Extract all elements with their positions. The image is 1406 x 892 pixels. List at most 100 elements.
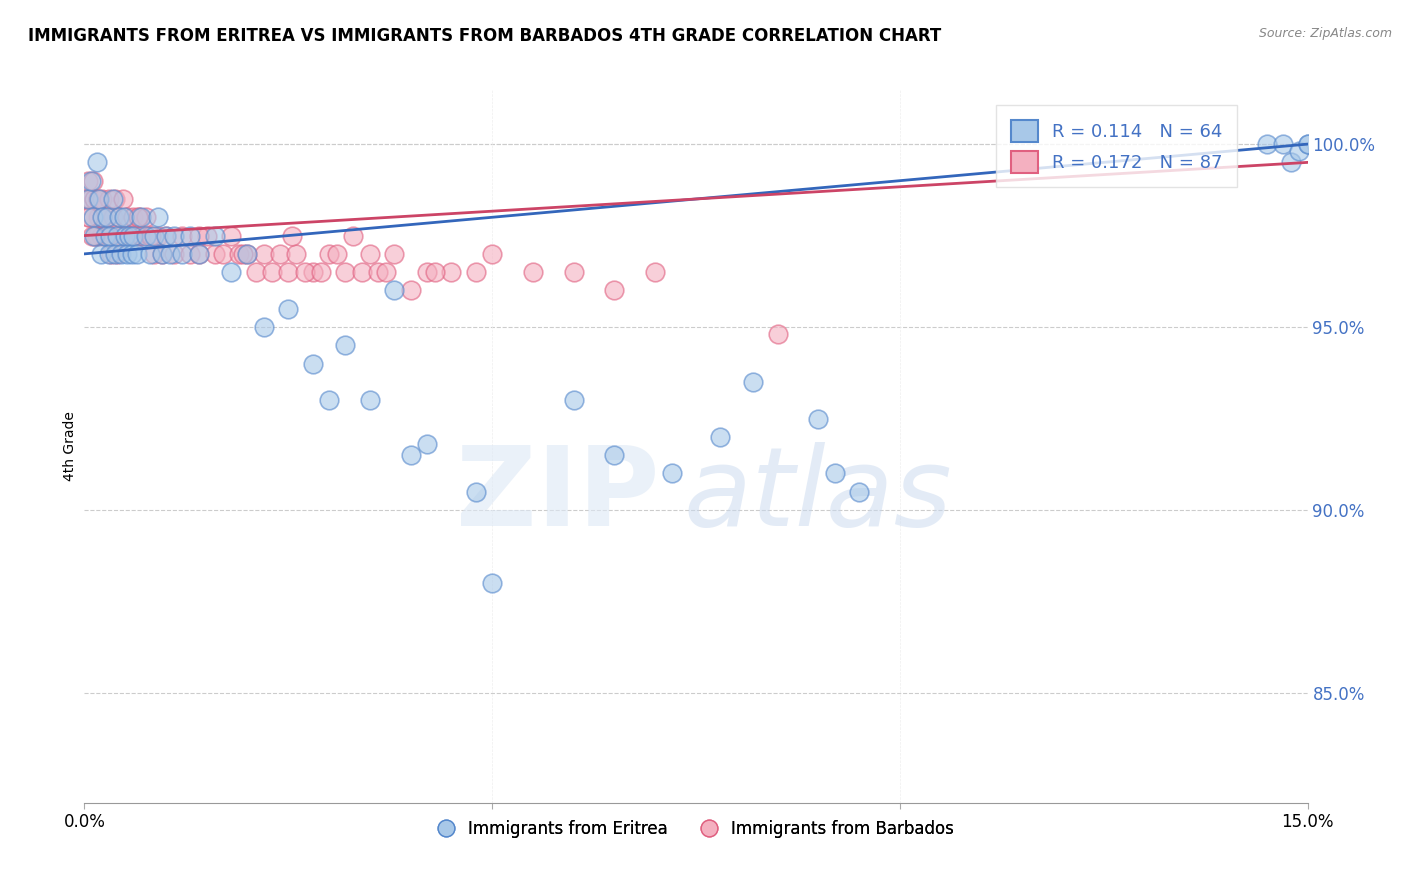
Point xyxy=(375,265,398,279)
Point xyxy=(100,228,122,243)
Point xyxy=(111,192,134,206)
Point xyxy=(294,265,316,279)
Point xyxy=(118,228,141,243)
Point xyxy=(644,265,666,279)
Point xyxy=(232,247,254,261)
Point xyxy=(399,284,422,298)
Point xyxy=(115,211,138,225)
Point xyxy=(807,411,830,425)
Point xyxy=(84,228,107,243)
Point xyxy=(141,228,163,243)
Point xyxy=(709,430,731,444)
Point xyxy=(179,247,201,261)
Point xyxy=(326,247,349,261)
Point xyxy=(79,192,101,206)
Point xyxy=(228,247,250,261)
Point xyxy=(105,228,128,243)
Point xyxy=(91,211,114,225)
Point xyxy=(93,228,115,243)
Point xyxy=(115,247,138,261)
Point xyxy=(481,247,503,261)
Point xyxy=(80,228,103,243)
Point xyxy=(87,211,110,225)
Point xyxy=(824,467,846,481)
Point xyxy=(86,228,108,243)
Point xyxy=(131,211,153,225)
Point xyxy=(1272,137,1295,152)
Point xyxy=(93,228,115,243)
Point xyxy=(603,448,626,462)
Point xyxy=(562,265,585,279)
Point xyxy=(382,284,405,298)
Point xyxy=(309,265,332,279)
Point xyxy=(163,228,186,243)
Point xyxy=(269,247,291,261)
Point xyxy=(138,228,160,243)
Point xyxy=(101,192,124,206)
Point xyxy=(187,228,209,243)
Point xyxy=(91,192,114,206)
Point xyxy=(253,247,276,261)
Point xyxy=(83,228,105,243)
Point xyxy=(212,247,235,261)
Point xyxy=(281,228,304,243)
Point xyxy=(107,211,129,225)
Point xyxy=(342,228,364,243)
Point xyxy=(661,467,683,481)
Point xyxy=(204,247,226,261)
Point xyxy=(103,192,125,206)
Point xyxy=(172,247,194,261)
Point xyxy=(100,247,122,261)
Point xyxy=(122,211,145,225)
Point xyxy=(172,228,194,243)
Point xyxy=(110,228,132,243)
Point xyxy=(179,228,201,243)
Point xyxy=(77,174,100,188)
Point xyxy=(105,247,128,261)
Point xyxy=(742,375,765,389)
Point xyxy=(159,247,181,261)
Point xyxy=(150,247,173,261)
Point xyxy=(1288,145,1310,159)
Point xyxy=(135,228,157,243)
Point xyxy=(135,211,157,225)
Point xyxy=(86,155,108,169)
Point xyxy=(359,393,381,408)
Point xyxy=(1256,137,1278,152)
Point xyxy=(1279,155,1302,169)
Text: Source: ZipAtlas.com: Source: ZipAtlas.com xyxy=(1258,27,1392,40)
Point xyxy=(114,228,136,243)
Point xyxy=(318,247,340,261)
Point xyxy=(87,192,110,206)
Point xyxy=(219,228,242,243)
Point xyxy=(146,228,169,243)
Point xyxy=(138,247,160,261)
Point xyxy=(416,437,439,451)
Point xyxy=(97,247,120,261)
Point xyxy=(350,265,373,279)
Point xyxy=(399,448,422,462)
Point xyxy=(204,228,226,243)
Point xyxy=(335,338,357,352)
Point xyxy=(1296,137,1319,152)
Point xyxy=(82,211,104,225)
Point xyxy=(96,211,118,225)
Point xyxy=(101,211,124,225)
Point xyxy=(367,265,389,279)
Point xyxy=(146,211,169,225)
Point xyxy=(118,228,141,243)
Point xyxy=(142,247,165,261)
Point xyxy=(77,211,100,225)
Text: atlas: atlas xyxy=(683,442,952,549)
Point xyxy=(464,265,486,279)
Point xyxy=(110,228,132,243)
Point xyxy=(236,247,259,261)
Point xyxy=(87,192,110,206)
Point xyxy=(285,247,308,261)
Point xyxy=(112,211,135,225)
Point xyxy=(122,228,145,243)
Point xyxy=(187,247,209,261)
Point xyxy=(766,327,789,342)
Point xyxy=(127,247,149,261)
Text: ZIP: ZIP xyxy=(456,442,659,549)
